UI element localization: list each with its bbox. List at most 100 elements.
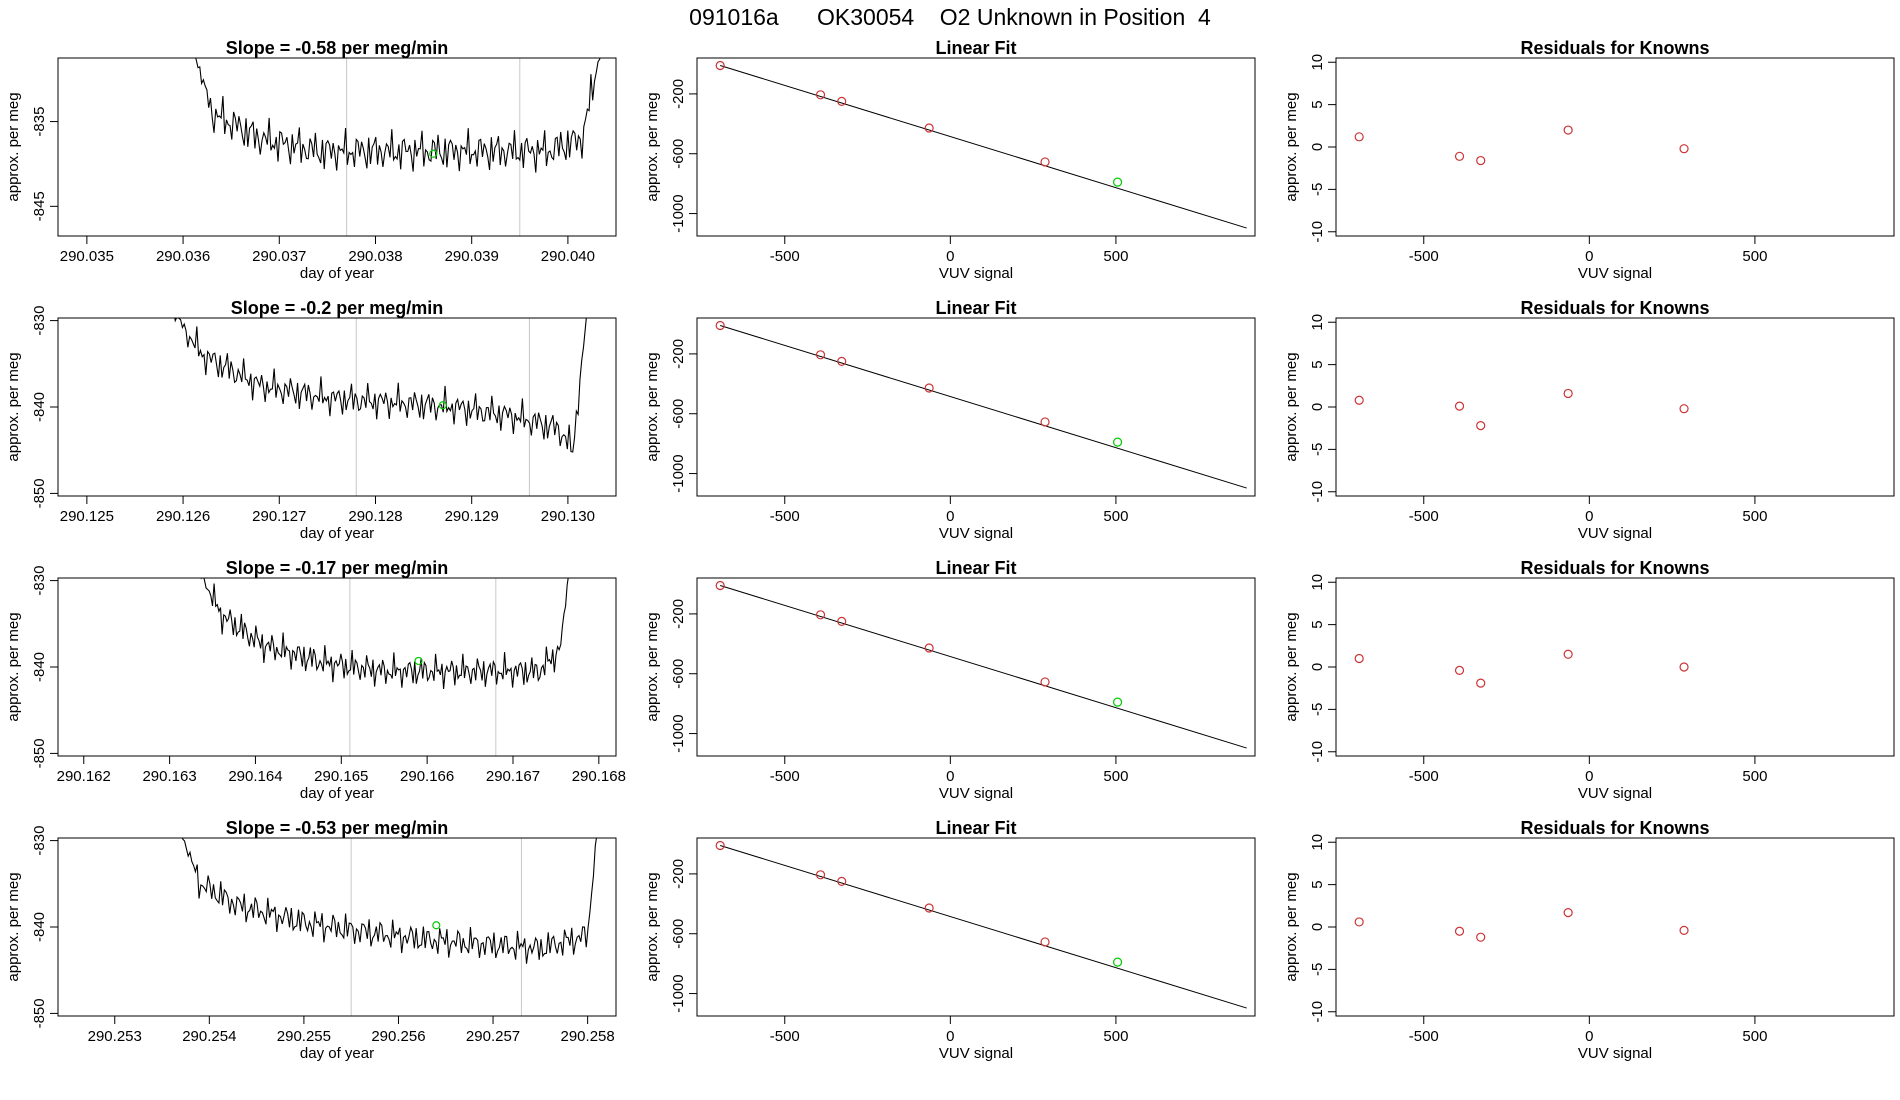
y-tick-label: -840 [31,912,48,942]
data-point [815,870,826,880]
data-point [1563,388,1573,399]
data-point [1563,907,1573,918]
y-tick-label: -835 [31,107,48,137]
unknown-point [1112,957,1123,967]
x-tick-label: 0 [946,248,954,265]
chart-1-linear-fit: Linear Fit -500 0 500 -200 -600 -1000 VUV signa… [644,38,1256,282]
data-point [1563,649,1573,659]
data-series-line [181,838,597,964]
y-axis-label: approx. per meg [644,872,661,981]
x-tick-label: 0 [946,508,954,525]
x-axis-label: day of year [300,265,374,282]
y-axis-label: approx. per meg [5,872,22,981]
data-point [1476,421,1486,431]
x-tick-label: -500 [770,768,800,785]
chart-title: Linear Fit [935,558,1016,578]
data-point [924,383,934,393]
x-tick-label: 0 [1585,768,1593,785]
data-point [924,903,934,913]
plot-area [715,580,1247,749]
data-point [1454,665,1465,675]
y-tick-label: -5 [1309,443,1326,456]
data-point [1679,662,1689,672]
plot-frame [1335,577,1895,757]
x-tick-label: 290.164 [228,768,282,785]
plot-area [181,838,597,1016]
y-tick-label: -850 [31,998,48,1028]
x-tick-label: 290.035 [60,248,114,265]
y-tick-label: 5 [1309,880,1326,888]
chart-2-linear-fit: Linear Fit -500 0 500 -200 -600 -1000 VUV signa… [644,298,1256,542]
y-tick-label: -830 [31,566,48,596]
chart-title: Residuals for Knowns [1520,298,1709,318]
x-tick-label: -500 [770,248,800,265]
chart-title: Linear Fit [935,38,1016,58]
y-tick-label: -1000 [670,454,687,492]
x-tick-label: 290.040 [541,248,595,265]
x-tick-label: 500 [1103,1028,1128,1045]
y-axis-label: approx. per meg [644,612,661,721]
chart-4-timeseries: Slope = -0.53 per meg/min 290.253 290.254 2… [5,818,617,1062]
x-tick-label: 500 [1103,508,1128,525]
x-axis-label: VUV signal [939,265,1013,282]
plot-frame [1335,57,1895,237]
plot-area [1354,907,1689,942]
y-tick-label: 5 [1309,360,1326,368]
plot-frame [1335,837,1895,1017]
data-point [1040,677,1050,687]
y-tick-label: -5 [1309,703,1326,716]
y-tick-label: -850 [31,738,48,768]
x-tick-label: 290.162 [57,768,111,785]
chart-title: Linear Fit [935,298,1016,318]
data-point [837,96,847,106]
x-tick-label: 290.168 [572,768,626,785]
data-point [1454,401,1465,411]
chart-3-timeseries: Slope = -0.17 per meg/min 290.162 290.163 2… [5,558,626,802]
data-point [1040,937,1050,947]
y-tick-label: -600 [670,919,687,949]
data-point [1454,926,1465,936]
y-axis-label: approx. per meg [1283,92,1300,201]
data-point [1679,144,1689,154]
data-point [837,356,847,366]
x-tick-label: 290.167 [486,768,540,785]
x-tick-label: 0 [1585,508,1593,525]
x-axis-label: day of year [300,525,374,542]
unknown-marker [432,921,441,930]
data-point [1454,151,1465,161]
plot-area [195,58,601,236]
chart-4-linear-fit: Linear Fit -500 0 500 -200 -600 -1000 VUV signa… [644,818,1256,1062]
plot-frame [57,837,617,1017]
y-axis-label: approx. per meg [1283,612,1300,721]
y-tick-label: -1000 [670,714,687,752]
x-tick-label: -500 [770,508,800,525]
y-tick-label: 0 [1309,923,1326,931]
y-tick-label: -845 [31,191,48,221]
data-point [815,350,826,360]
x-tick-label: -500 [1409,508,1439,525]
x-tick-label: 290.036 [156,248,210,265]
chart-title: Slope = -0.53 per meg/min [226,818,449,838]
x-tick-label: -500 [1409,248,1439,265]
data-point [1354,917,1364,927]
y-tick-label: -10 [1309,741,1326,763]
y-tick-label: -840 [31,652,48,682]
unknown-marker [414,656,423,666]
chart-title: Slope = -0.17 per meg/min [226,558,449,578]
x-tick-label: 500 [1742,768,1767,785]
x-tick-label: 500 [1103,768,1128,785]
chart-1-residuals: Residuals for Knowns -500 0 500 10 5 0 -5 -10 VUV… [1283,38,1895,282]
y-axis-label: approx. per meg [1283,352,1300,461]
plot-area [715,320,1247,489]
plot-area [1354,125,1689,166]
chart-title: Residuals for Knowns [1520,558,1709,578]
unknown-point [1112,437,1123,447]
data-point [1040,417,1050,427]
x-tick-label: 290.126 [156,508,210,525]
data-point [924,643,934,653]
x-tick-label: 290.256 [371,1028,425,1045]
y-tick-label: 5 [1309,620,1326,628]
data-point [815,610,826,620]
x-axis-label: VUV signal [1578,1045,1652,1062]
